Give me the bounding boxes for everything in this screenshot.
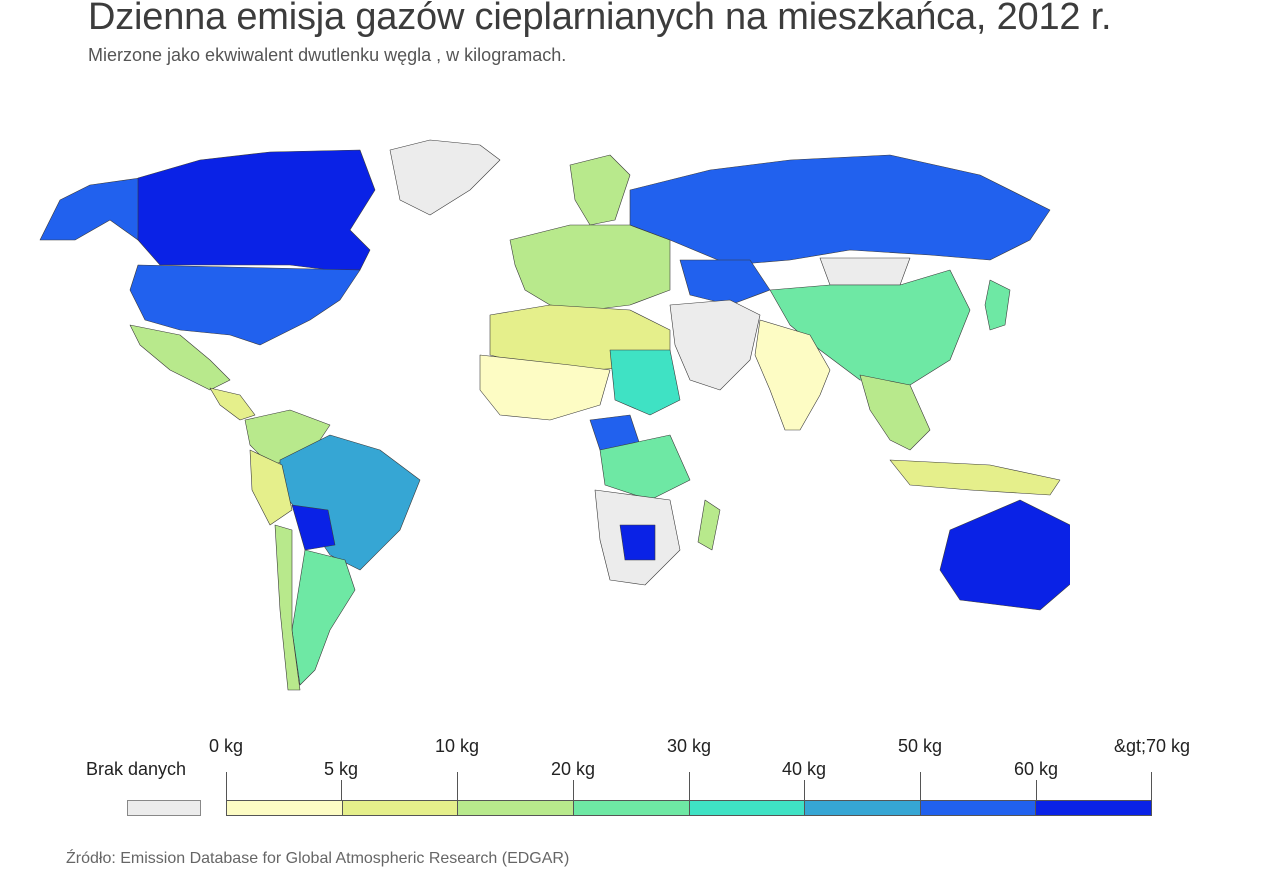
page-subtitle: Mierzone jako ekwiwalent dwutlenku węgla… <box>88 45 567 65</box>
legend-label-40: 40 kg <box>781 759 827 779</box>
region-central-america <box>209 387 256 421</box>
page-title: Dzienna emisja gazów cieplarnianych na m… <box>88 0 1112 38</box>
legend-swatch-60-70 <box>1036 801 1151 815</box>
legend-no-data-label: Brak danych <box>86 759 187 779</box>
legend-label-50: 50 kg <box>897 736 943 756</box>
legend-swatch-5-10 <box>342 801 459 815</box>
region-europe <box>509 224 671 311</box>
region-sahel <box>479 354 611 421</box>
region-brazil <box>279 434 421 571</box>
region-canada <box>137 149 376 271</box>
legend-color-scale <box>226 800 1152 816</box>
region-scandinavia <box>569 154 631 226</box>
legend-label-30: 30 kg <box>666 736 712 756</box>
source-note: Źródło: Emission Database for Global Atm… <box>66 850 570 867</box>
legend: Brak danych 0 kg 5 kg 10 kg 20 kg 30 kg … <box>0 730 1280 830</box>
region-indonesia <box>889 459 1061 496</box>
region-usa <box>129 264 361 346</box>
region-russia <box>629 154 1051 266</box>
legend-swatch-50-60 <box>920 801 1037 815</box>
legend-swatch-30-40 <box>689 801 806 815</box>
region-bolivia <box>291 504 336 551</box>
region-japan <box>984 279 1011 331</box>
world-map <box>39 139 1070 691</box>
region-madagascar <box>697 499 721 551</box>
region-congo <box>599 434 691 501</box>
legend-swatch-40-50 <box>805 801 921 815</box>
legend-label-5: 5 kg <box>323 759 359 779</box>
region-greenland <box>389 139 501 216</box>
region-peru <box>249 449 293 526</box>
region-argentina <box>291 549 356 686</box>
region-mexico <box>129 324 231 391</box>
legend-label-10: 10 kg <box>434 736 480 756</box>
legend-swatch-20-30 <box>573 801 690 815</box>
region-botswana <box>619 524 656 561</box>
region-chile <box>274 524 301 691</box>
legend-swatch-0-5 <box>227 801 343 815</box>
legend-label-0: 0 kg <box>208 736 244 756</box>
legend-swatch-10-20 <box>458 801 574 815</box>
region-kazakhstan <box>679 259 771 306</box>
region-australia <box>939 499 1070 611</box>
region-southeast-asia <box>859 374 931 451</box>
region-sudan <box>609 349 681 416</box>
legend-no-data-swatch <box>127 800 201 816</box>
legend-label-60: 60 kg <box>1013 759 1059 779</box>
region-india <box>754 319 831 431</box>
region-alaska <box>39 177 141 241</box>
region-middle-east <box>669 299 761 391</box>
legend-label-70: &gt;70 kg <box>1113 736 1191 756</box>
region-mongolia <box>819 257 911 286</box>
legend-label-20: 20 kg <box>550 759 596 779</box>
